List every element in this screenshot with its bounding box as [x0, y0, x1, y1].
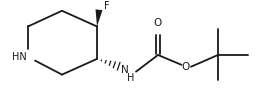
- Text: O: O: [182, 62, 190, 72]
- Text: N: N: [121, 65, 129, 75]
- Text: O: O: [154, 18, 162, 28]
- Text: F: F: [104, 1, 110, 11]
- Polygon shape: [96, 9, 102, 26]
- Text: H: H: [127, 73, 135, 83]
- Text: HN: HN: [12, 52, 27, 62]
